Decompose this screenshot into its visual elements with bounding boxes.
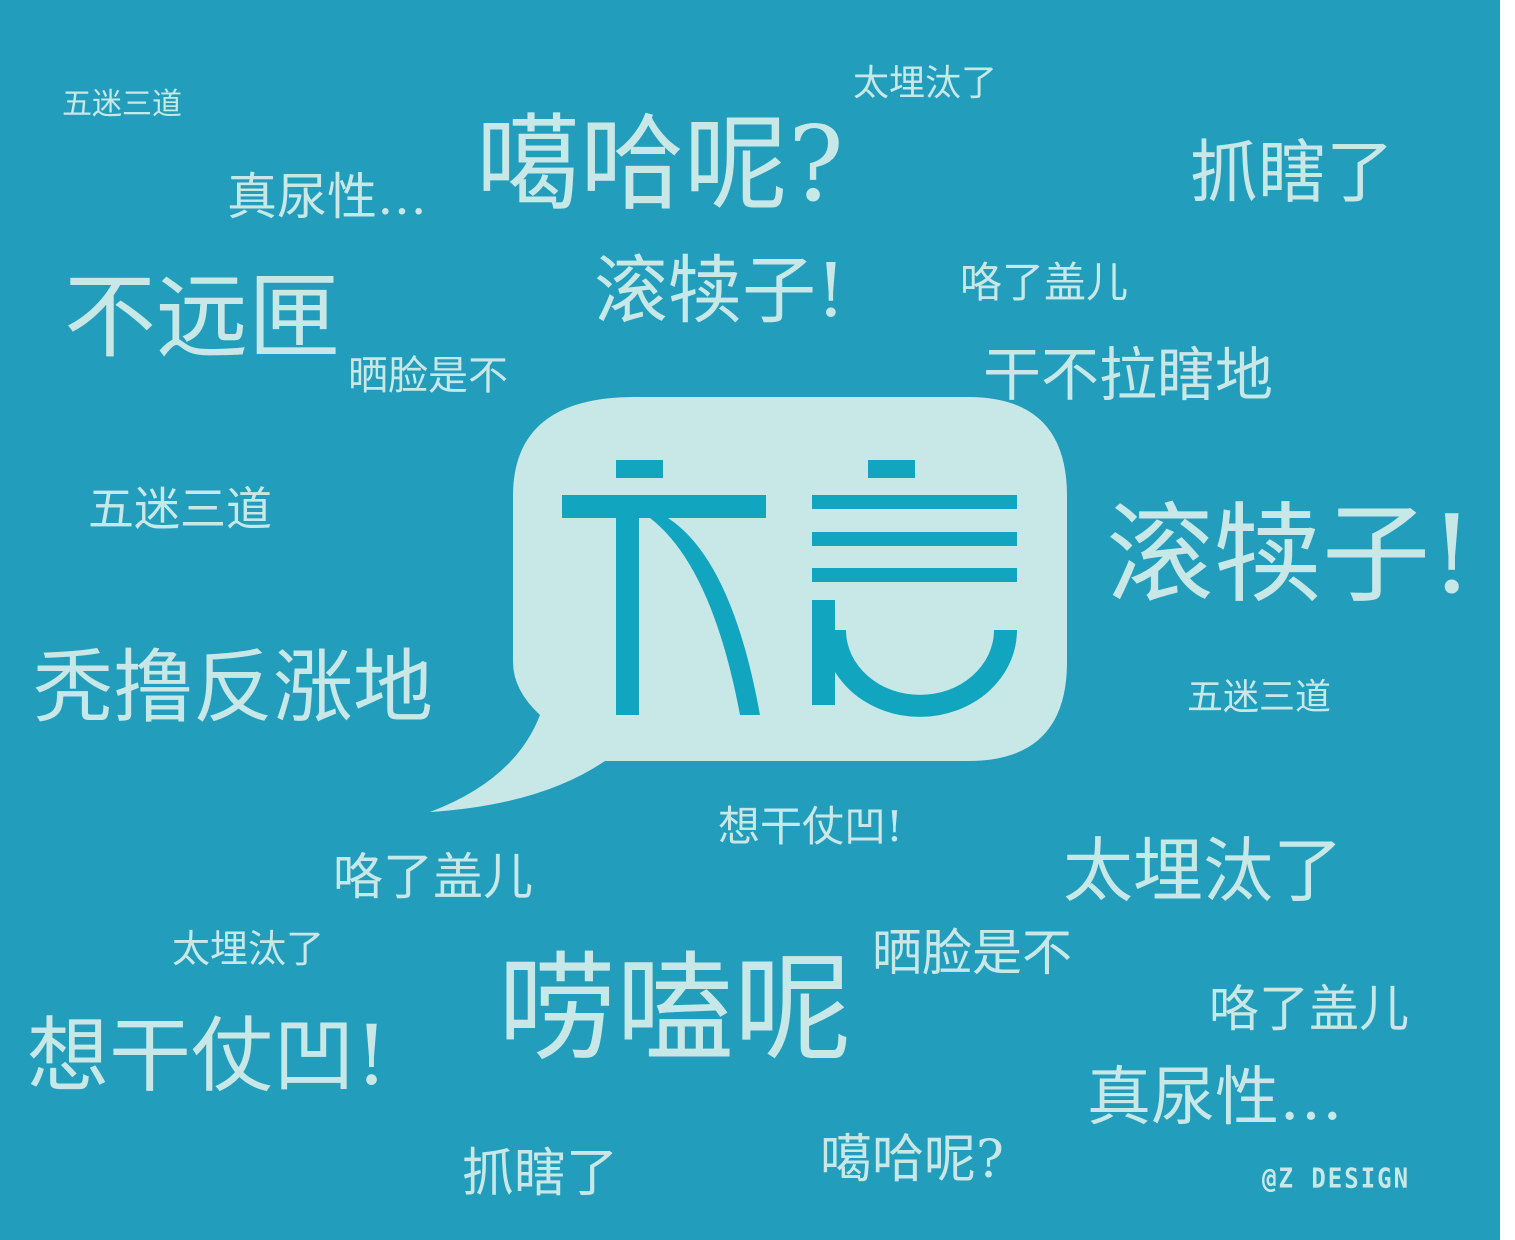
phrase-text: 晒脸是不	[348, 353, 508, 399]
phrase-text: 抓瞎了	[1190, 134, 1395, 213]
phrase-text: 想干仗凹!	[27, 1009, 388, 1104]
phrase-text: 滚犊子!	[594, 248, 846, 334]
phrase-text: 五迷三道	[1187, 677, 1332, 718]
phrase-text: 想干仗凹!	[718, 802, 903, 851]
phrase-text: 太埋汰了	[853, 63, 998, 104]
phrase-text: 真尿性…	[227, 168, 427, 226]
phrase-text: 滚犊子!	[1106, 493, 1474, 618]
phrase-text: 噶哈呢?	[476, 103, 844, 225]
phrase-text: 秃撸反涨地	[33, 641, 433, 734]
phrase-text: 抓瞎了	[462, 1144, 619, 1204]
phrase-text: 咯了盖儿	[333, 848, 533, 906]
phrase-text: 咯了盖儿	[960, 258, 1129, 307]
phrase-text: 真尿性…	[1087, 1061, 1343, 1135]
phrase-text: 干不拉瞎地	[983, 341, 1274, 409]
phrase-text: 噶哈呢?	[820, 1130, 1004, 1190]
phrase-text: 晒脸是不	[872, 924, 1072, 982]
phrase-text: 太埋汰了	[1063, 830, 1343, 912]
phrase-text: 五迷三道	[88, 482, 272, 536]
designer-credit: @Z DESIGN	[1262, 1162, 1411, 1195]
phrase-text: 唠嗑呢	[498, 940, 853, 1078]
phrase-text: 五迷三道	[62, 87, 182, 122]
phrase-text: 咯了盖儿	[1209, 980, 1409, 1038]
phrase-text: 太埋汰了	[172, 927, 325, 971]
phrase-text: 不远匣	[64, 264, 341, 371]
